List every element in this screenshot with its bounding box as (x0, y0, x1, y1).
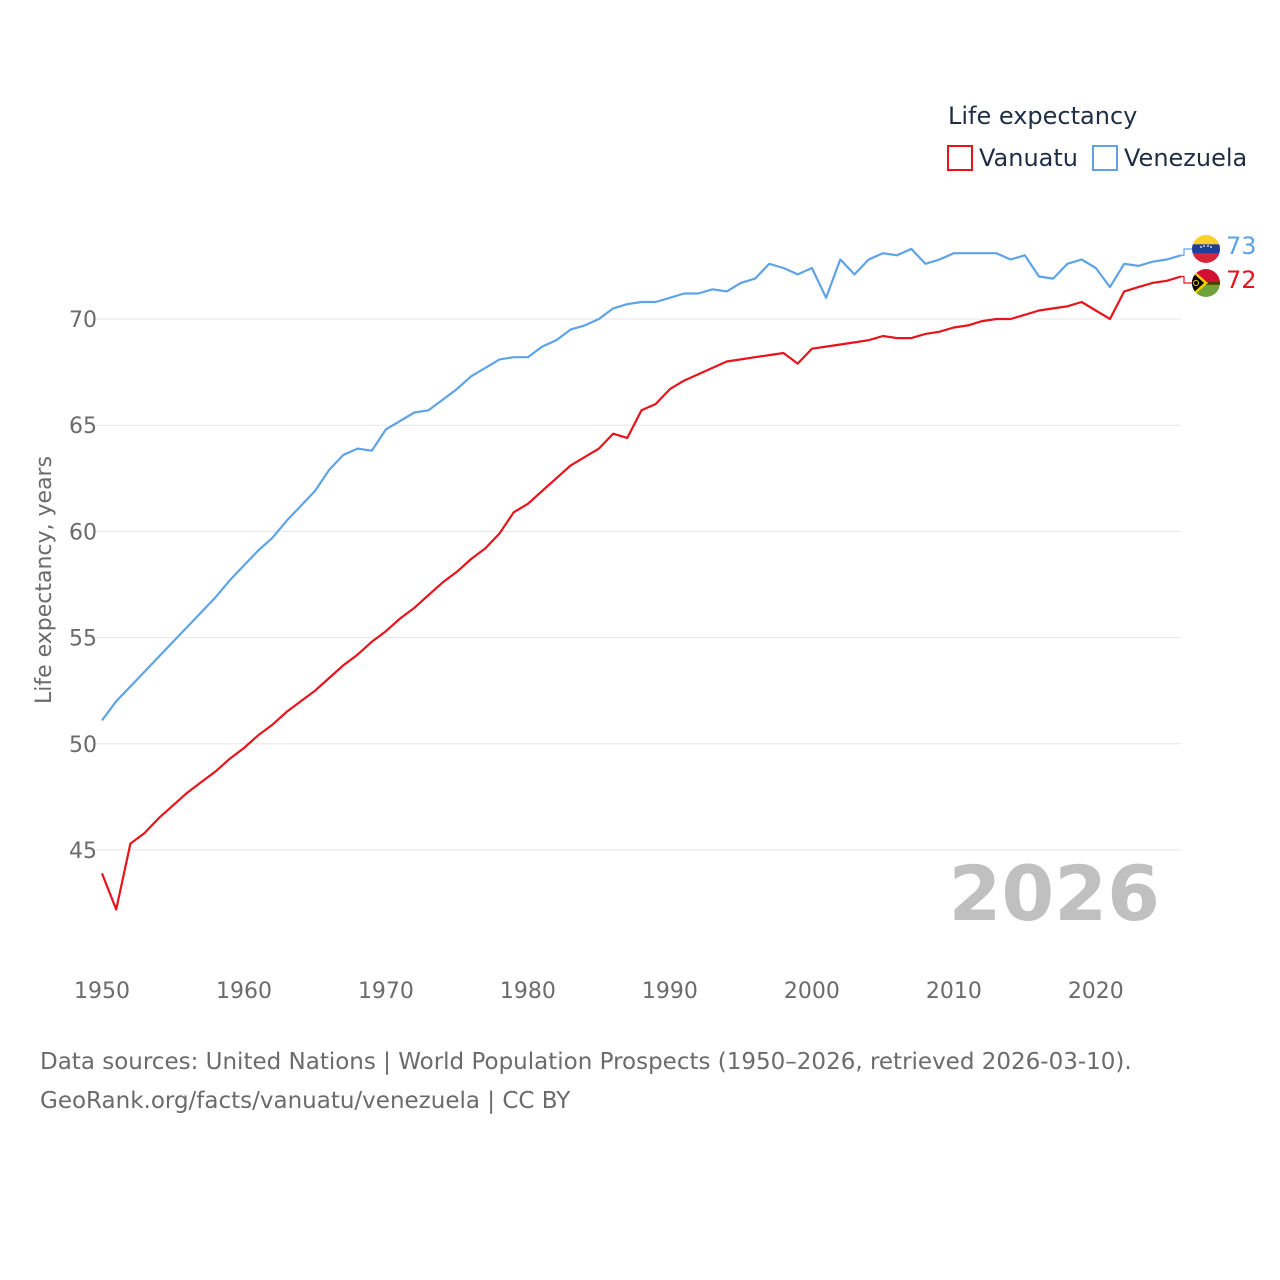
series-line-vanuatu (100, 275, 1182, 911)
grid-lines (95, 318, 1181, 851)
vanuatu-end-value: 72 (1226, 266, 1257, 294)
legend-item-vanuatu[interactable]: Vanuatu (947, 144, 1078, 172)
legend-label-vanuatu: Vanuatu (979, 144, 1078, 172)
x-tick-label-1980: 1980 (500, 979, 556, 1004)
x-tick-label-2000: 2000 (784, 979, 840, 1004)
series-lines (100, 247, 1192, 911)
legend-label-venezuela: Venezuela (1124, 144, 1247, 172)
current-year-label: 2026 (948, 849, 1160, 938)
legend-title: Life expectancy (948, 102, 1137, 130)
x-tick-label-2020: 2020 (1068, 979, 1124, 1004)
x-tick-label-1950: 1950 (74, 979, 130, 1004)
x-axis-ticks: 1950 1960 1970 1980 1990 2000 2010 2020 (74, 979, 1124, 1004)
y-tick-label-70: 70 (69, 308, 97, 333)
series-line-venezuela (101, 247, 1182, 722)
venezuela-flag-icon (1192, 235, 1220, 263)
x-tick-label-1990: 1990 (642, 979, 698, 1004)
y-tick-label-65: 65 (69, 414, 97, 439)
y-tick-label-45: 45 (69, 839, 97, 864)
legend-swatch-venezuela (1092, 145, 1118, 171)
venezuela-end-value: 73 (1226, 232, 1257, 260)
y-tick-label-55: 55 (69, 627, 97, 652)
legend-swatch-vanuatu (947, 145, 973, 171)
y-axis-label: Life expectancy, years (32, 456, 57, 704)
y-tick-label-50: 50 (69, 733, 97, 758)
venezuela-end-connector (1181, 248, 1192, 256)
source-url[interactable]: GeoRank.org/facts/vanuatu/venezuela | CC… (40, 1088, 571, 1114)
y-tick-label-60: 60 (69, 520, 97, 545)
source-note: Data sources: United Nations | World Pop… (40, 1043, 1240, 1121)
y-axis-ticks: 45 50 55 60 65 70 (69, 308, 97, 864)
vanuatu-flag-icon (1192, 269, 1220, 297)
x-tick-label-2010: 2010 (926, 979, 982, 1004)
vanuatu-end-connector (1181, 275, 1192, 284)
x-tick-label-1960: 1960 (216, 979, 272, 1004)
legend-item-venezuela[interactable]: Venezuela (1092, 144, 1247, 172)
source-line-1: Data sources: United Nations | World Pop… (40, 1049, 1132, 1075)
x-tick-label-1970: 1970 (358, 979, 414, 1004)
